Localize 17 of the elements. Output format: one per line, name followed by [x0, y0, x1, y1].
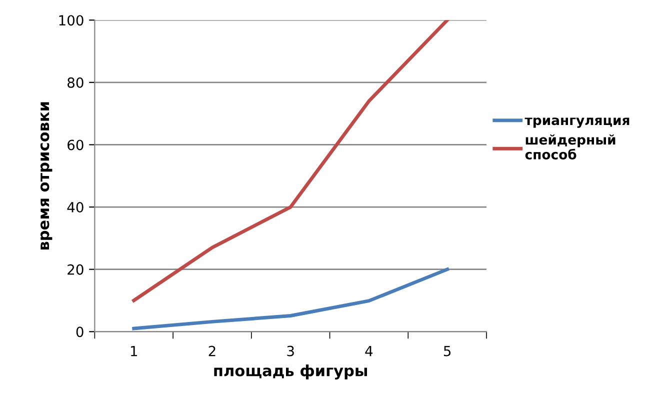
x-tick-label: 3	[287, 346, 294, 356]
legend-label: триангуляция	[524, 118, 630, 128]
x-tick-label: 1	[130, 346, 137, 356]
y-tick-label: 0	[76, 326, 84, 338]
x-tick-label: 4	[365, 346, 373, 356]
y-tick-label: 40	[67, 202, 84, 213]
line-series	[132, 20, 450, 302]
x-axis-title: площадь фигуры	[214, 364, 368, 380]
y-tick-label: 80	[68, 77, 84, 88]
legend-label: шейдерный способ	[525, 134, 616, 160]
x-tick-label: 5	[444, 346, 451, 356]
y-tick-label: 60	[68, 140, 84, 150]
x-tick-label: 2	[208, 346, 216, 356]
y-tick-label: 20	[68, 264, 84, 275]
line-series	[132, 268, 450, 330]
y-tick-label: 100	[59, 15, 84, 26]
y-axis-title: время отрисовки	[40, 102, 52, 250]
